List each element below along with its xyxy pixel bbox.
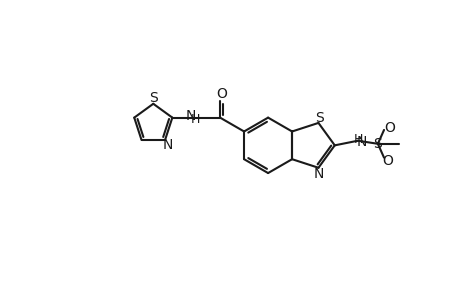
- Text: H: H: [190, 113, 200, 126]
- Text: O: O: [216, 87, 227, 101]
- Text: S: S: [373, 137, 381, 151]
- Text: N: N: [313, 167, 324, 181]
- Text: O: O: [381, 154, 392, 168]
- Text: N: N: [356, 135, 366, 149]
- Text: S: S: [149, 91, 157, 105]
- Text: H: H: [353, 134, 363, 146]
- Text: O: O: [383, 121, 394, 135]
- Text: N: N: [185, 109, 196, 123]
- Text: S: S: [314, 110, 323, 124]
- Text: N: N: [162, 138, 172, 152]
